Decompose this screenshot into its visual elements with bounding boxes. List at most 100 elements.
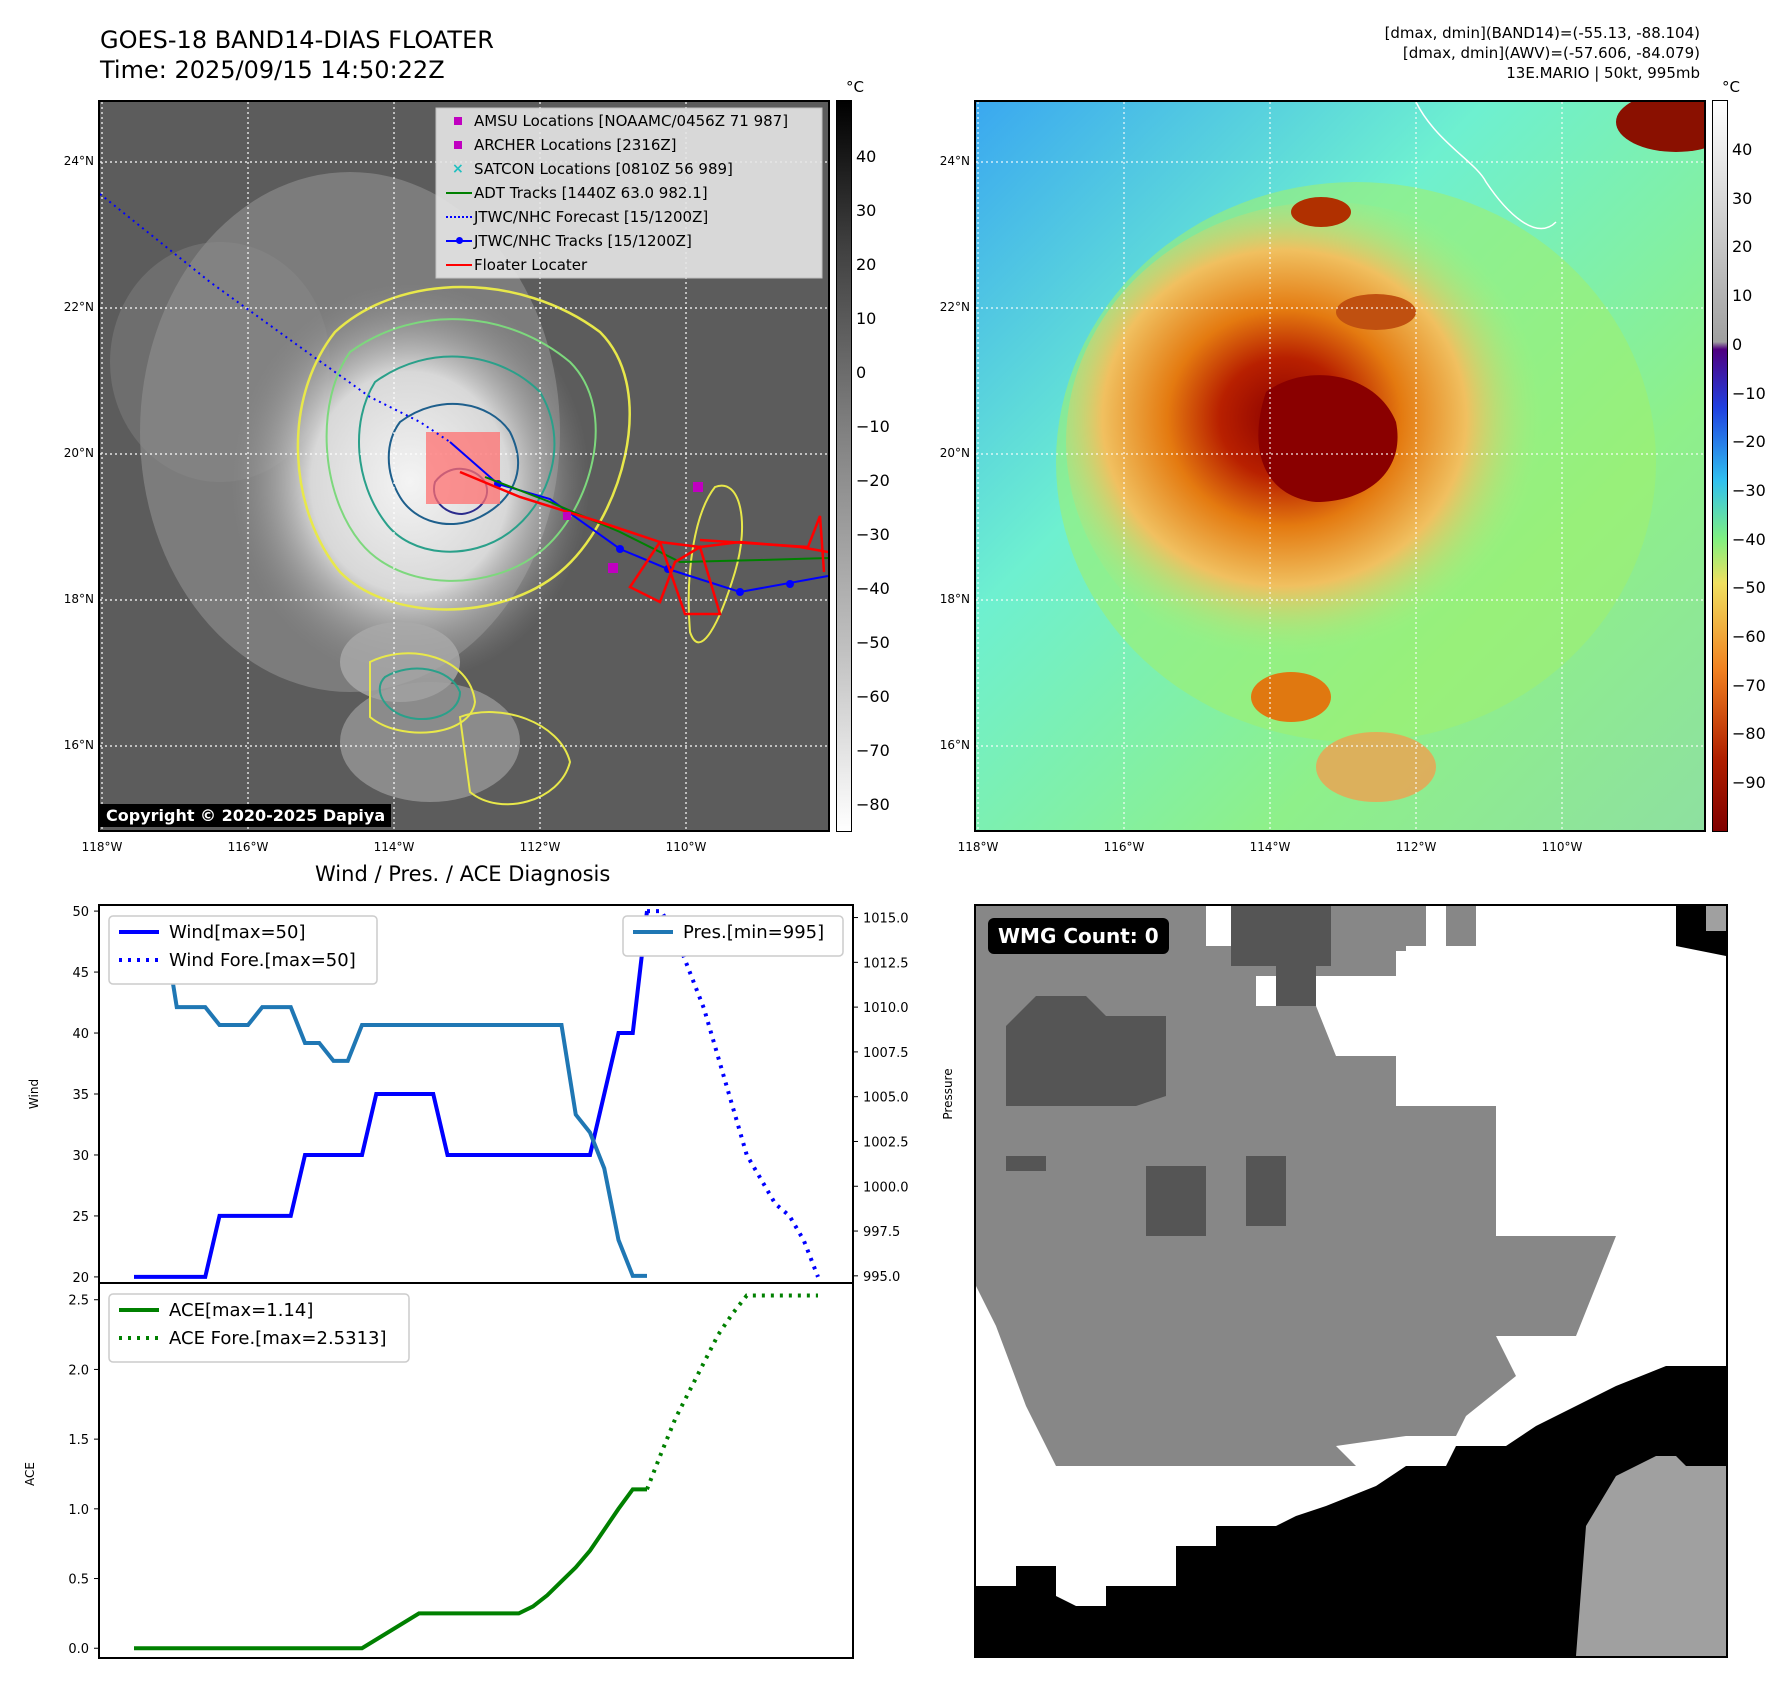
colorbar-tick-label: 40: [856, 147, 877, 166]
lat-tick-label: 22°N: [939, 300, 970, 314]
colorbar-tick-label: 0: [1732, 334, 1743, 354]
colorbar-tick-label: 30: [856, 201, 877, 220]
colorbar-tick-label: −50: [856, 633, 890, 652]
map-legend-item: JTWC/NHC Tracks [15/1200Z]: [444, 230, 692, 252]
chart-legend-label: ACE Fore.[max=2.5313]: [169, 1328, 387, 1349]
legend-label: AMSU Locations [NOAAMC/0456Z 71 987]: [474, 112, 789, 130]
lon-tick-label: 114°W: [373, 840, 415, 854]
lon-tick-label: 118°W: [957, 840, 999, 854]
copyright-label: Copyright © 2020-2025 Dapiya: [100, 804, 392, 827]
colorbar-tick-label: −60: [1732, 627, 1766, 646]
wind-axis-label: Wind: [27, 1079, 41, 1109]
pressure-ytick-label: 1002.5: [863, 1135, 909, 1150]
lon-tick-label: 112°W: [519, 840, 561, 854]
lat-tick-label: 18°N: [63, 592, 94, 606]
lat-tick-label: 22°N: [63, 300, 94, 314]
pressure-ytick-label: 1010.0: [863, 1001, 909, 1016]
series-line: [645, 1293, 818, 1491]
colorbar-tick-label: −20: [856, 471, 890, 490]
ace-ytick-label: 1.5: [68, 1433, 89, 1448]
gray-colorbar: [836, 100, 852, 832]
colorbar-tick-label: −90: [1732, 773, 1766, 793]
ace-ytick-label: 1.0: [68, 1503, 89, 1518]
legend-label: JTWC/NHC Tracks [15/1200Z]: [474, 232, 692, 250]
pressure-ytick-label: 1005.0: [863, 1091, 909, 1106]
info-line-2: [dmax, dmin](AWV)=(-57.606, -84.079): [1402, 44, 1700, 62]
colorbar-tick-label: −10: [856, 417, 890, 436]
legend-swatch-icon: [444, 206, 474, 228]
lon-tick-label: 110°W: [1541, 840, 1583, 854]
lon-tick-label: 114°W: [1249, 840, 1291, 854]
map-legend-item: Floater Locater: [444, 254, 587, 276]
legend-swatch-icon: [444, 254, 474, 276]
pressure-ytick-label: 1000.0: [863, 1180, 909, 1195]
map-legend-item: ADT Tracks [1440Z 63.0 982.1]: [444, 182, 708, 204]
colorbar-tick-label: −10: [1732, 383, 1766, 403]
legend-label: Floater Locater: [474, 256, 588, 274]
ace-ytick-label: 0.5: [68, 1573, 89, 1588]
pressure-axis-label: Pressure: [941, 1068, 955, 1119]
color-colorbar-unit: °C: [1722, 78, 1740, 96]
ace-axis-label: ACE: [23, 1462, 37, 1486]
pressure-ytick-label: 1007.5: [863, 1046, 909, 1061]
wmg-panel: [974, 904, 1728, 1658]
figure-title: GOES-18 BAND14-DIAS FLOATER: [100, 26, 494, 54]
lat-tick-label: 16°N: [63, 738, 94, 752]
wind-ytick-label: 35: [72, 1088, 89, 1103]
legend-swatch-icon: ×: [452, 161, 464, 177]
wind-ytick-label: 25: [72, 1210, 89, 1225]
lon-tick-label: 110°W: [665, 840, 707, 854]
chart-legend-box: [108, 915, 378, 985]
lat-tick-label: 20°N: [939, 446, 970, 460]
colorbar-tick-label: 30: [1732, 188, 1753, 208]
diagnosis-title: Wind / Pres. / ACE Diagnosis: [315, 862, 611, 886]
wind-ytick-label: 30: [72, 1149, 89, 1164]
colorbar-tick-label: −60: [856, 687, 890, 706]
wmg-count-badge: WMG Count: 0: [988, 918, 1169, 954]
legend-label: SATCON Locations [0810Z 56 989]: [474, 160, 733, 178]
colorbar-tick-label: 20: [856, 255, 877, 274]
map-legend-item: AMSU Locations [NOAAMC/0456Z 71 987]: [444, 110, 788, 132]
map-legend-item: JTWC/NHC Forecast [15/1200Z]: [444, 206, 708, 228]
legend-swatch-icon: [444, 110, 474, 132]
map-legend-item: ARCHER Locations [2316Z]: [444, 134, 677, 156]
wind-ytick-label: 40: [72, 1027, 89, 1042]
lat-tick-label: 18°N: [939, 592, 970, 606]
colorbar-tick-label: −30: [1732, 480, 1766, 500]
legend-label: JTWC/NHC Forecast [15/1200Z]: [474, 208, 709, 226]
wmg-svg: [976, 906, 1726, 1656]
series-line: [134, 910, 649, 1279]
colorbar-tick-label: −70: [856, 741, 890, 760]
lon-tick-label: 118°W: [81, 840, 123, 854]
map-legend-item: × SATCON Locations [0810Z 56 989]: [444, 158, 733, 180]
chart-legend-label: Wind Fore.[max=50]: [169, 950, 356, 971]
series-line: [134, 915, 647, 1278]
ir-grayscale-map: AMSU Locations [NOAAMC/0456Z 71 987] ARCH…: [98, 100, 830, 832]
chart-legend-label: Pres.[min=995]: [683, 922, 824, 943]
colorbar-tick-label: −20: [1732, 432, 1766, 452]
ir-map-svg: [100, 102, 828, 830]
colorbar-tick-label: −50: [1732, 578, 1766, 598]
wind-ytick-label: 50: [72, 905, 89, 920]
colorbar-tick-label: −40: [856, 579, 890, 598]
chart-legend-label: ACE[max=1.14]: [169, 1300, 313, 1321]
ace-ytick-label: 2.0: [68, 1363, 89, 1378]
series-line: [134, 1487, 647, 1651]
colorbar-tick-label: 0: [856, 363, 867, 382]
diagnosis-charts: 50 45 40 35 30 25 20 1015.0 1012.5 1010.0 1007.5 10…: [23, 904, 955, 1659]
colorbar-tick-label: −80: [856, 795, 890, 814]
pressure-ytick-label: 1012.5: [863, 956, 909, 971]
enhanced-ir-map: [974, 100, 1706, 832]
legend-label: ADT Tracks [1440Z 63.0 982.1]: [474, 184, 708, 202]
chart-legend-label: Wind[max=50]: [169, 922, 306, 943]
info-line-3: 13E.MARIO | 50kt, 995mb: [1506, 64, 1700, 82]
pressure-ytick-label: 995.0: [863, 1270, 900, 1285]
pressure-ytick-label: 1015.0: [863, 912, 909, 927]
series-line: [647, 909, 820, 1278]
legend-label: ARCHER Locations [2316Z]: [474, 136, 677, 154]
colorbar-tick-label: 20: [1732, 237, 1753, 257]
legend-swatch-icon: [444, 182, 474, 204]
lat-tick-label: 24°N: [939, 154, 970, 168]
wind-ytick-label: 45: [72, 966, 89, 981]
enhanced-map-svg: [976, 102, 1704, 830]
